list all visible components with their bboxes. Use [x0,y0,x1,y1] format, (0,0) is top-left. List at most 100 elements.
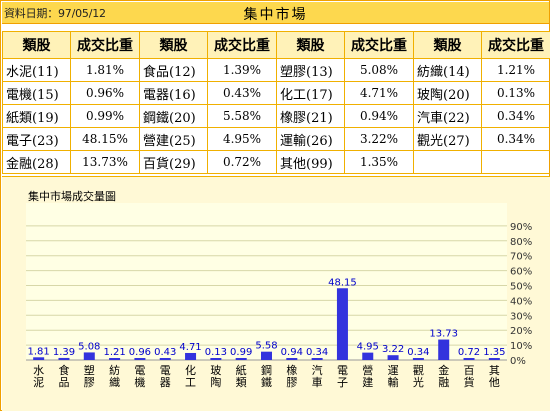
category-label: 紡織 [109,363,120,389]
sector-weight-cell: 48.15% [70,127,140,151]
category-label: 電機 [134,364,145,389]
bar-value-label: 1.21 [103,347,125,358]
sector-weight-cell [481,150,550,174]
bar-value-label: 3.22 [382,344,404,355]
sector-weight-cell: 1.81% [70,58,140,82]
sector-name-cell: 化工(17) [276,81,345,105]
sector-weight-cell: 3.22% [344,127,414,151]
table-row: 電子(23) 48.15% 營建(25) 4.95% 運輸(26) 3.22% 觀光(27)… [2,127,550,151]
sector-name-cell: 電器(16) [139,81,208,105]
chart-bar [33,357,45,360]
sector-weight-cell: 4.71% [344,81,414,105]
bar-value-label: 5.08 [78,341,100,352]
column-header-weight: 成交比重 [70,31,140,59]
plot-area [26,203,507,360]
chart-bar [336,288,348,360]
category-label: 水泥 [33,364,44,389]
bar-value-label: 1.35 [483,347,505,358]
category-label: 其他 [489,364,500,389]
sector-weight-cell: 5.08% [344,58,414,82]
y-tick-label: 0% [510,356,526,367]
chart-bar [261,351,272,360]
bar-value-label: 0.96 [129,347,151,358]
chart-bar [109,358,121,360]
sector-name-cell: 百貨(29) [139,150,208,174]
sector-weight-cell: 0.34% [481,127,550,151]
sector-weight-table: 類股 成交比重 類股 成交比重 類股 成交比重 類股 成交比重 水泥(11) 1.… [2,31,550,174]
sector-name-cell: 食品(12) [139,58,208,82]
sector-weight-cell: 4.95% [207,127,277,151]
category-label: 營建 [362,364,373,389]
y-tick-label: 20% [510,326,532,337]
chart-bar [286,358,298,360]
bar-value-label: 4.71 [179,342,201,353]
category-label: 橡膠 [286,364,297,389]
category-label: 金融 [438,363,449,389]
sector-name-cell: 橡膠(21) [276,104,345,128]
bar-value-label: 1.81 [28,346,50,357]
table-row: 電機(15) 0.96% 電器(16) 0.43% 化工(17) 4.71% 玻陶(20) 0… [2,81,550,105]
category-label: 電子 [337,364,348,389]
category-label: 鋼鐵 [261,363,272,389]
volume-chart-panel: 0% 10% 20% 30% 40% 50% 60% 70% 80% 90% 1.81 水泥 1.39 食… [2,176,550,411]
sector-name-cell: 觀光(27) [413,127,482,151]
chart-bar [159,358,171,360]
chart-bar [58,357,70,360]
category-label: 玻陶 [210,364,221,389]
column-header-weight: 成交比重 [481,31,550,59]
chart-bar [311,358,323,360]
sector-name-cell: 紙類(19) [2,104,71,128]
sector-name-cell: 電子(23) [2,127,71,151]
bar-value-label: 0.72 [458,347,480,358]
chart-bar [210,358,222,360]
category-label: 食品 [58,363,69,389]
sector-name-cell: 金融(28) [2,150,71,174]
sector-weight-cell: 0.13% [481,81,550,105]
chart-bar [488,357,500,360]
category-label: 化工 [185,363,196,389]
sector-weight-cell: 0.96% [70,81,140,105]
sector-weight-cell: 0.34% [481,104,550,128]
bar-value-label: 0.34 [306,347,328,358]
column-header-weight: 成交比重 [344,31,414,59]
sector-name-cell: 鋼鐵(20) [139,104,208,128]
sector-weight-cell: 0.72% [207,150,277,174]
chart-bar [235,358,247,360]
bar-value-label: 0.43 [154,347,176,358]
sector-name-cell: 塑膠(13) [276,58,345,82]
sector-weight-cell: 1.39% [207,58,277,82]
bar-value-label: 13.73 [429,329,458,340]
y-tick-label: 90% [510,222,532,233]
sector-weight-cell: 0.94% [344,104,414,128]
y-tick-label: 70% [510,252,532,263]
column-header-sector: 類股 [276,31,345,59]
chart-title: 集中市場成交量圖 [28,190,116,203]
sector-name-cell: 紡織(14) [413,58,482,82]
bar-value-label: 5.58 [255,341,277,352]
chart-bar [134,358,146,360]
category-label: 紙類 [236,363,247,389]
table-row: 金融(28) 13.73% 百貨(29) 0.72% 其他(99) 1.35% [2,150,550,174]
sector-weight-cell: 0.99% [70,104,140,128]
header-bar: 資料日期：97/05/12 集中市場 [2,2,549,24]
column-header-sector: 類股 [139,31,208,59]
sector-weight-cell: 5.58% [207,104,277,128]
chart-bar [412,358,424,360]
column-header-sector: 類股 [2,31,71,59]
y-tick-label: 80% [510,237,532,248]
y-tick-label: 50% [510,282,532,293]
sector-name-cell: 運輸(26) [276,127,345,151]
y-tick-label: 30% [510,311,532,322]
bar-value-label: 0.13 [205,347,227,358]
column-header-weight: 成交比重 [207,31,277,59]
bar-value-label: 4.95 [357,342,379,353]
table-row: 水泥(11) 1.81% 食品(12) 1.39% 塑膠(13) 5.08% 紡織(14) 1… [2,58,550,82]
sector-weight-cell: 13.73% [70,150,140,174]
y-tick-label: 60% [510,267,532,278]
column-header-sector: 類股 [413,31,482,59]
sector-name-cell [413,150,482,174]
bar-value-label: 0.34 [407,347,429,358]
sector-weight-cell: 1.21% [481,58,550,82]
volume-bar-chart: 0% 10% 20% 30% 40% 50% 60% 70% 80% 90% 1.81 水泥 1.39 食… [26,203,532,389]
